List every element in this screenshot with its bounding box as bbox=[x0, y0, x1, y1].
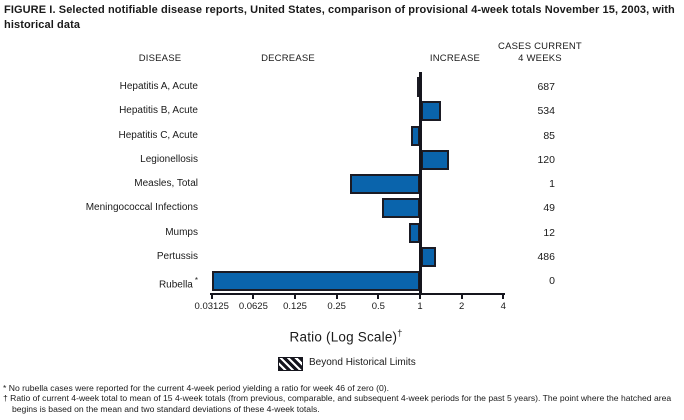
footnote-marker: † bbox=[3, 393, 8, 404]
disease-label-text: Rubella bbox=[158, 279, 193, 291]
x-axis-line bbox=[210, 292, 505, 296]
column-header-cases-line2: 4 WEEKS bbox=[518, 53, 562, 64]
disease-label-text: Measles, Total bbox=[134, 178, 198, 189]
axis-tick-label: 4 bbox=[500, 300, 506, 312]
axis-tick-label: 2 bbox=[458, 300, 465, 312]
column-header-cases-line1: CASES CURRENT bbox=[498, 41, 582, 52]
legend-label: Beyond Historical Limits bbox=[309, 357, 416, 368]
ratio-bar bbox=[349, 174, 421, 194]
column-header-decrease: DECREASE bbox=[261, 53, 315, 64]
footnote-text: No rubella cases were reported for the c… bbox=[8, 383, 389, 393]
disease-label-text: Pertussis bbox=[156, 250, 198, 262]
footnote-marker: * bbox=[3, 383, 7, 393]
axis-tick-label: 0.0625 bbox=[238, 300, 268, 312]
ratio-bar bbox=[420, 101, 442, 122]
axis-tick bbox=[335, 292, 338, 300]
axis-tick bbox=[460, 292, 463, 300]
disease-label-text: Mumps bbox=[165, 226, 198, 238]
figure-title: FIGURE I. Selected notifiable disease re… bbox=[4, 4, 675, 31]
disease-label: Meningococcal Infections bbox=[8, 201, 198, 215]
disease-label: Hepatitis C, Acute bbox=[8, 129, 198, 143]
disease-label: Mumps bbox=[8, 226, 198, 240]
column-header-increase: INCREASE bbox=[429, 53, 481, 64]
axis-tick bbox=[210, 292, 213, 300]
axis-tick-label: 1 bbox=[417, 300, 423, 312]
axis-tick bbox=[418, 292, 421, 300]
disease-label-text: Hepatitis B, Acute bbox=[119, 105, 198, 117]
disease-label: Rubella * bbox=[8, 274, 198, 292]
ratio-bar bbox=[420, 149, 449, 170]
cases-value: 12 bbox=[543, 226, 555, 239]
axis-tick-label: 0.5 bbox=[371, 300, 385, 312]
footnote-rubella: * No rubella cases were reported for the… bbox=[3, 383, 682, 393]
x-axis-title-dagger: † bbox=[397, 328, 403, 338]
ratio-bar bbox=[381, 198, 421, 219]
cases-value: 0 bbox=[549, 275, 555, 287]
cases-value: 687 bbox=[537, 81, 555, 93]
cases-value: 85 bbox=[543, 129, 555, 142]
disease-label-text: Hepatitis C, Acute bbox=[118, 129, 198, 141]
ratio-bar bbox=[420, 246, 436, 267]
axis-tick-label: 0.125 bbox=[283, 300, 307, 312]
axis-tick bbox=[377, 292, 380, 300]
disease-label: Hepatitis B, Acute bbox=[8, 104, 198, 118]
disease-label: Hepatitis A, Acute bbox=[8, 80, 198, 94]
cases-value: 49 bbox=[543, 202, 555, 215]
disease-label: Pertussis bbox=[8, 250, 198, 264]
footnote-text: Ratio of current 4-week total to mean of… bbox=[10, 393, 672, 414]
cases-value: 486 bbox=[537, 250, 555, 263]
footnote-ratio-definition: † Ratio of current 4-week total to mean … bbox=[3, 393, 682, 414]
ratio-bar bbox=[211, 271, 421, 291]
axis-tick-label: 0.25 bbox=[327, 300, 346, 312]
disease-label: Measles, Total bbox=[8, 177, 198, 191]
cases-value: 120 bbox=[537, 153, 555, 166]
axis-tick bbox=[252, 292, 255, 300]
footnotes: * No rubella cases were reported for the… bbox=[3, 383, 682, 414]
x-axis-title-text: Ratio (Log Scale) bbox=[289, 329, 398, 345]
disease-label-text: Hepatitis A, Acute bbox=[119, 81, 198, 92]
disease-label: Legionellosis bbox=[8, 153, 198, 167]
disease-label-asterisk: * bbox=[194, 276, 198, 285]
cases-value: 534 bbox=[537, 105, 555, 118]
axis-tick bbox=[294, 292, 296, 300]
axis-tick-label: 0.03125 bbox=[194, 300, 229, 312]
disease-label-text: Meningococcal Infections bbox=[85, 202, 198, 214]
cases-value: 1 bbox=[549, 178, 555, 190]
column-header-disease: DISEASE bbox=[138, 53, 182, 64]
legend-hatched-swatch bbox=[278, 357, 303, 371]
baseline-reference-line bbox=[419, 72, 422, 296]
axis-tick bbox=[502, 292, 505, 300]
disease-label-text: Legionellosis bbox=[140, 153, 198, 165]
x-axis-title: Ratio (Log Scale)† bbox=[241, 328, 451, 345]
